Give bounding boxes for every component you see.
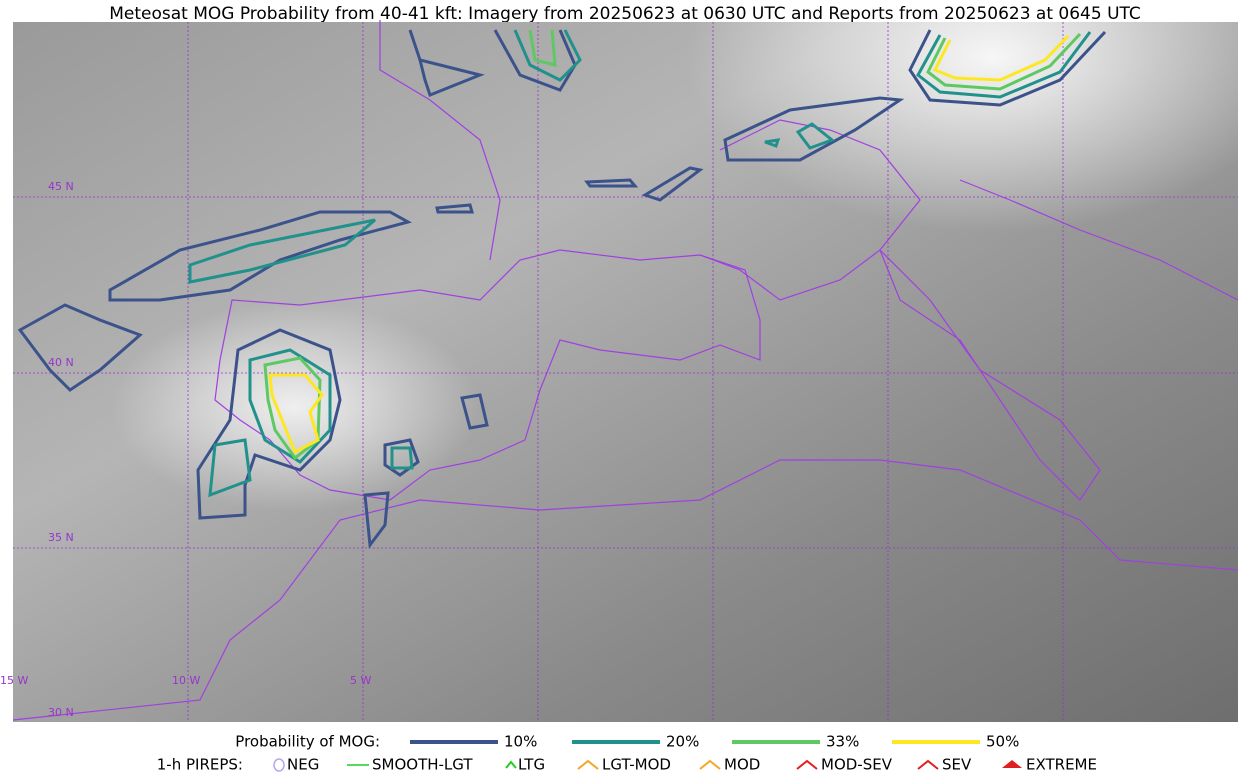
legend-label: LTG	[518, 756, 545, 774]
legend-label: LGT-MOD	[602, 756, 671, 774]
lat-label: 40 N	[48, 356, 74, 369]
lon-label: 10 W	[172, 674, 200, 687]
legend-title: 1-h PIREPS:	[157, 756, 243, 774]
pirep-symbol	[1002, 760, 1022, 768]
pirep-symbol	[796, 759, 818, 770]
legend-label: 10%	[504, 733, 537, 751]
pirep-symbol	[273, 758, 285, 772]
lon-label: 15 W	[0, 674, 28, 687]
pirep-symbol	[505, 760, 517, 769]
lat-label: 35 N	[48, 531, 74, 544]
pirep-symbol	[699, 759, 721, 770]
lat-label: 30 N	[48, 706, 74, 719]
contours	[17, 29, 1107, 549]
grid	[13, 22, 1238, 722]
legend-label: SMOOTH-LGT	[372, 756, 473, 774]
title: Meteosat MOG Probability from 40-41 kft:…	[109, 4, 1141, 24]
legend-label: NEG	[287, 756, 319, 774]
lon-label: 5 W	[350, 674, 371, 687]
legend-label: MOD-SEV	[821, 756, 893, 774]
legend-label: 20%	[666, 733, 699, 751]
legend-label: SEV	[942, 756, 972, 774]
legend-label: EXTREME	[1026, 756, 1097, 774]
pirep-symbol	[577, 759, 599, 770]
legend-label: 33%	[826, 733, 859, 751]
legend-title: Probability of MOG:	[235, 733, 380, 751]
legend-label: MOD	[724, 756, 760, 774]
pirep-symbol	[917, 759, 939, 770]
lat-label: 45 N	[48, 180, 74, 193]
legend-label: 50%	[986, 733, 1019, 751]
legend: Probability of MOG: 1-h PIREPS: 10% 20% 33…	[157, 733, 1097, 774]
map: 45 N 40 N 35 N 30 N 15 W 10 W 5 W	[0, 20, 1239, 722]
